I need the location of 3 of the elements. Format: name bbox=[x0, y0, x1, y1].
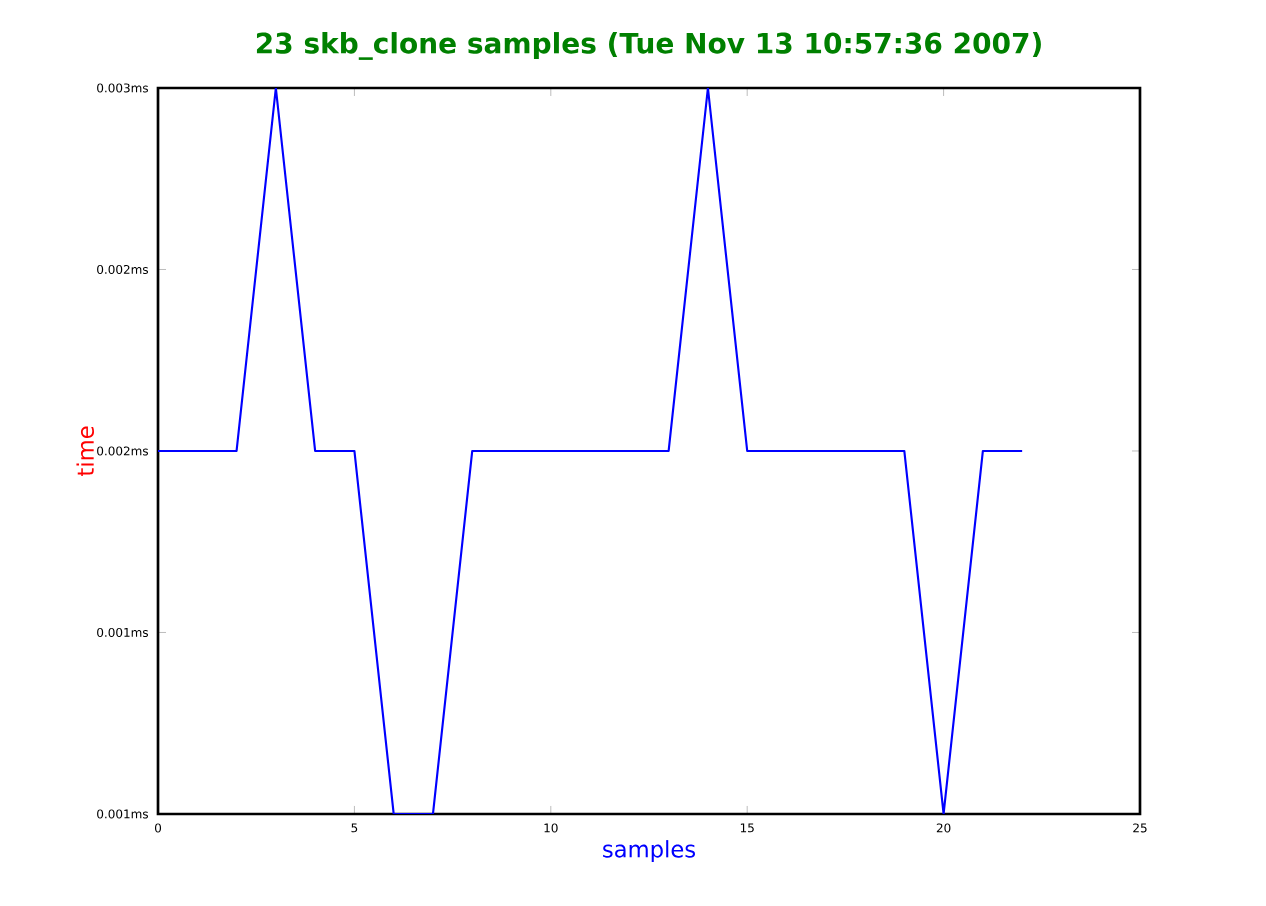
chart-title: 23 skb_clone samples (Tue Nov 13 10:57:36 2007) bbox=[256, 32, 1041, 60]
y-axis-title: time bbox=[76, 426, 94, 476]
x-axis-title: samples bbox=[603, 840, 696, 863]
